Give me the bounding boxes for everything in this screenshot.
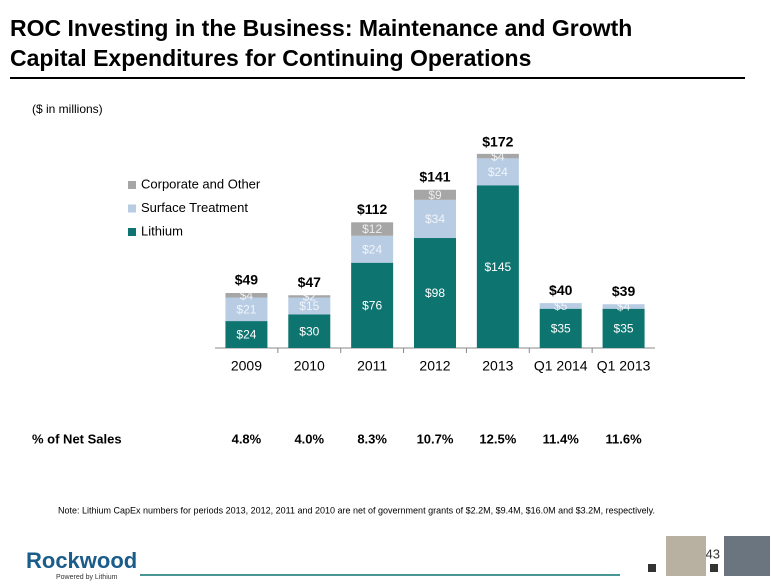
- bar-segment: [225, 321, 268, 348]
- decor: [710, 564, 718, 572]
- decor: [648, 564, 656, 572]
- bar-segment: [288, 314, 331, 348]
- x-tick-label: Q1 2013: [597, 358, 651, 374]
- bar-segment: [351, 262, 394, 348]
- bar-segment: [476, 153, 519, 159]
- x-tick-label: Q1 2014: [534, 358, 588, 374]
- logo-tagline: Powered by Lithium: [56, 574, 118, 581]
- subtitle: ($ in millions): [32, 102, 103, 116]
- x-tick-label: 2012: [419, 358, 450, 374]
- title-line: ROC Investing in the Business: Maintenan…: [10, 15, 632, 71]
- bar-segment: [351, 235, 394, 263]
- segment-label: $4: [240, 288, 254, 302]
- segment-label: $98: [425, 286, 445, 300]
- legend-label: Lithium: [141, 223, 183, 238]
- net-sales-value: 10.7%: [417, 431, 454, 446]
- bar-segment: [602, 304, 645, 309]
- segment-label: $21: [236, 302, 256, 316]
- logo-name: Rockwood: [26, 548, 137, 573]
- segment-label: $4: [617, 300, 631, 314]
- legend-swatch: [128, 204, 136, 213]
- photo: [724, 536, 770, 576]
- bar-segment: [539, 308, 582, 348]
- bar-segment: [476, 185, 519, 348]
- segment-label: $4: [491, 149, 505, 163]
- bar-segment: [225, 297, 268, 322]
- segment-label: $35: [614, 322, 634, 336]
- note: Note: Lithium CapEx numbers for periods …: [58, 505, 655, 515]
- net-sales-label: % of Net Sales: [32, 431, 122, 446]
- segment-label: $76: [362, 299, 382, 313]
- segment-label: $5: [554, 299, 568, 313]
- photo: [666, 536, 706, 576]
- bar-segment: [288, 297, 331, 315]
- segment-label: $15: [299, 299, 319, 313]
- bar-segment: [288, 295, 331, 298]
- bar-segment: [476, 158, 519, 186]
- bar-segment: [225, 293, 268, 298]
- segment-label: $12: [362, 222, 382, 236]
- x-tick-label: 2013: [482, 358, 513, 374]
- net-sales-value: 8.3%: [357, 431, 387, 446]
- segment-label: $9: [428, 188, 442, 202]
- segment-label: $145: [485, 260, 512, 274]
- total-label: $141: [419, 168, 450, 184]
- bar-segment: [539, 303, 582, 309]
- total-label: $47: [298, 274, 322, 290]
- total-label: $172: [482, 134, 513, 150]
- net-sales-value: 11.4%: [543, 431, 580, 446]
- net-sales-value: 12.5%: [479, 431, 516, 446]
- total-label: $40: [549, 282, 573, 298]
- page-number: 43: [706, 546, 720, 561]
- segment-label: $30: [299, 324, 319, 338]
- segment-label: $24: [236, 328, 256, 342]
- legend-label: Corporate and Other: [141, 176, 261, 191]
- segment-label: $34: [425, 212, 445, 226]
- segment-label: $24: [362, 242, 382, 256]
- total-label: $112: [357, 201, 388, 217]
- bar-segment: [414, 238, 456, 348]
- bar-segment: [414, 189, 456, 200]
- bar-segment: [414, 199, 456, 239]
- bar-segment: [351, 222, 394, 236]
- x-tick-label: 2009: [231, 358, 262, 374]
- slide-title: ROC Investing in the Business: Maintenan…: [10, 15, 632, 41]
- net-sales-value: 4.8%: [232, 431, 262, 446]
- bar-segment: [602, 308, 645, 348]
- total-label: $49: [235, 272, 259, 288]
- net-sales-value: 11.6%: [605, 431, 642, 446]
- segment-label: $24: [488, 165, 508, 179]
- slide-title-cont: Capital Expenditures for Continuing Oper…: [10, 45, 531, 71]
- segment-label: $35: [551, 322, 571, 336]
- legend-swatch: [128, 228, 136, 236]
- net-sales-value: 4.0%: [294, 431, 324, 446]
- x-tick-label: 2011: [357, 358, 387, 374]
- legend-label: Surface Treatment: [141, 200, 248, 215]
- x-tick-label: 2010: [294, 358, 325, 374]
- total-label: $39: [612, 283, 636, 299]
- segment-label: $2: [303, 290, 317, 304]
- legend-swatch: [128, 181, 136, 189]
